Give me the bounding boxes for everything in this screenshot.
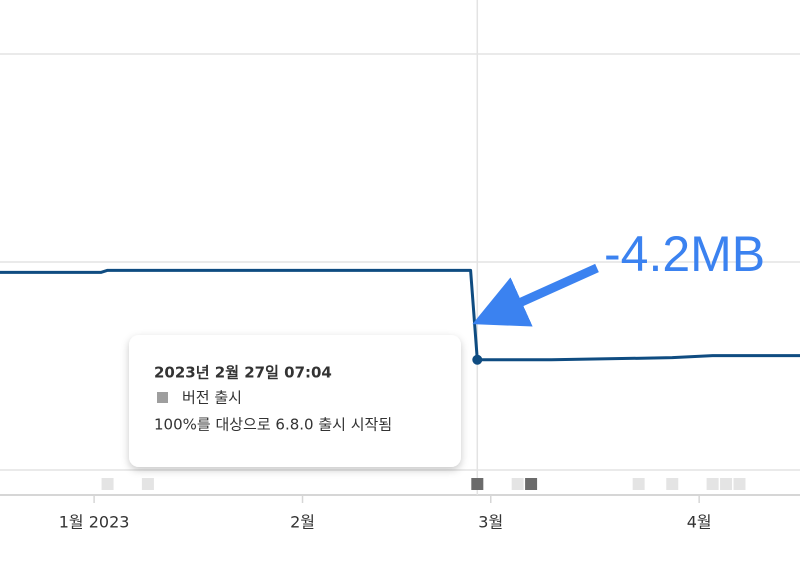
release-marker: [141, 478, 154, 490]
x-tick-label: 2월: [290, 513, 315, 532]
x-tick-label: 1월 2023: [59, 513, 130, 532]
release-marker: [733, 478, 746, 490]
annotation: -4.2MB: [604, 226, 765, 282]
legend-swatch: [157, 392, 168, 403]
annotation-arrow: [472, 263, 599, 327]
tooltip-legend: 버전 출시: [182, 389, 242, 407]
release-marker: [471, 478, 484, 490]
release-marker: [720, 478, 733, 490]
x-tick-label: 3월: [478, 513, 503, 532]
tooltip-text: 100%를 대상으로 6.8.0 출시 시작됨: [154, 416, 392, 434]
release-marker: [706, 478, 719, 490]
release-marker: [101, 478, 114, 490]
highlight-point: [472, 354, 483, 365]
release-marker: [525, 478, 538, 490]
tooltip: 2023년 2월 27일 07:04 버전 출시 100%를 대상으로 6.8.…: [129, 335, 461, 467]
tooltip-title: 2023년 2월 27일 07:04: [154, 364, 332, 382]
release-marker: [632, 478, 645, 490]
x-tick-label: 4월: [687, 513, 712, 532]
release-marker: [666, 478, 679, 490]
tooltip-box: [129, 335, 461, 467]
plot: 1월 2023 2월 3월 4월: [0, 0, 800, 532]
release-marker: [511, 478, 524, 490]
